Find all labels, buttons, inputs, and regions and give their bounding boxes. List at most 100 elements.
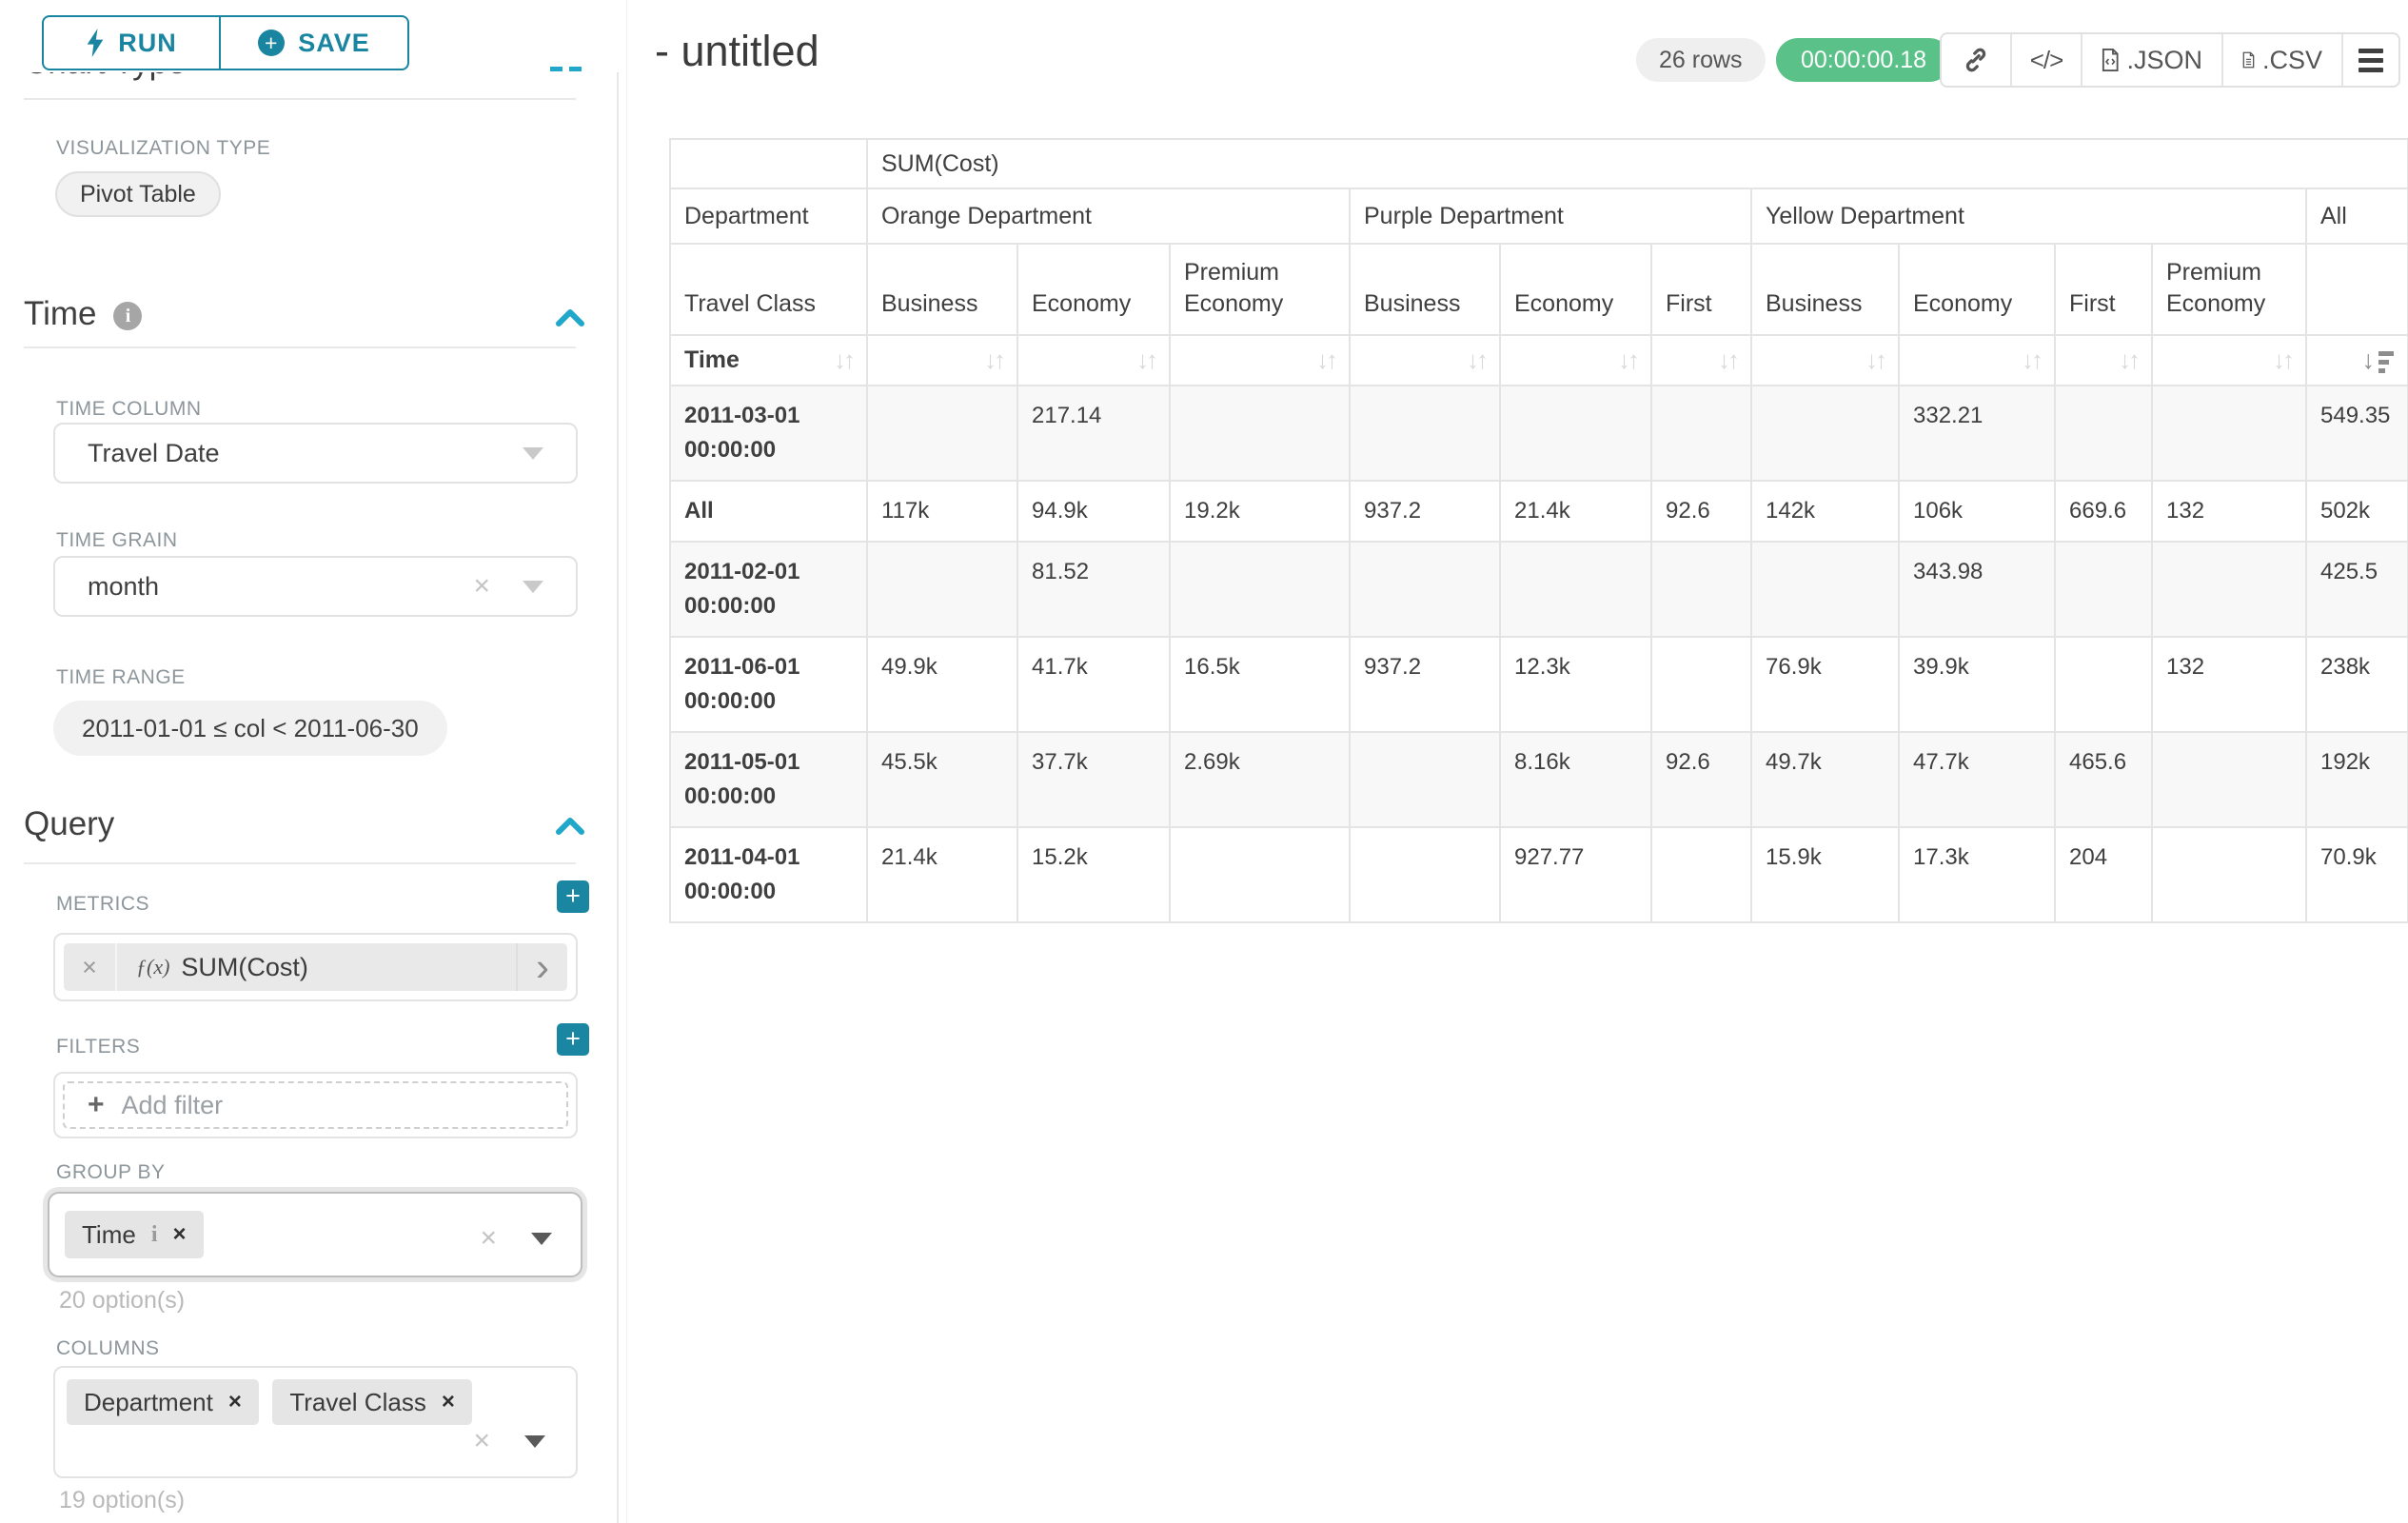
sort-header-cell: ↓↑ bbox=[1750, 334, 1900, 386]
value-cell: 132 bbox=[2151, 480, 2307, 543]
travel-class-header-cell: Economy bbox=[1499, 243, 1652, 336]
add-metric-button[interactable]: + bbox=[557, 880, 589, 913]
info-icon[interactable]: i bbox=[150, 1221, 158, 1247]
code-icon: </> bbox=[2029, 45, 2064, 74]
section-divider bbox=[24, 98, 576, 100]
value-cell: 106k bbox=[1898, 480, 2056, 543]
time-range-pill[interactable]: 2011-01-01 ≤ col < 2011-06-30 bbox=[53, 701, 447, 756]
time-column-select[interactable]: Travel Date bbox=[53, 423, 578, 484]
more-options-button[interactable] bbox=[2343, 34, 2398, 86]
export-csv-button[interactable]: .CSV bbox=[2223, 34, 2343, 86]
viz-type-pill[interactable]: Pivot Table bbox=[55, 171, 221, 217]
chevron-right-icon[interactable]: › bbox=[516, 943, 567, 991]
table-row: 2011-05-01 00:00:00 45.5k 37.7k 2.69k 8.16k 9… bbox=[669, 731, 2408, 828]
chevron-down-icon[interactable] bbox=[524, 1434, 545, 1448]
columns-select[interactable]: Department × Travel Class × × bbox=[53, 1366, 578, 1478]
result-actions-toolbar: </> .JSON .CSV bbox=[1940, 32, 2400, 88]
table-row: All 117k 94.9k 19.2k 937.2 21.4k 92.6 142k 106k 6… bbox=[669, 480, 2408, 543]
travel-class-header-cell: Business bbox=[1349, 243, 1501, 336]
value-cell bbox=[1349, 731, 1501, 828]
value-cell bbox=[1169, 385, 1351, 482]
sort-toggle-icon[interactable]: ↓↑ bbox=[1316, 346, 1338, 374]
chevron-down-icon bbox=[523, 446, 543, 460]
time-grain-select[interactable]: month × bbox=[53, 556, 578, 617]
value-cell: 8.16k bbox=[1499, 731, 1652, 828]
remove-chip-icon[interactable]: × bbox=[172, 1221, 187, 1247]
value-cell: 15.2k bbox=[1016, 826, 1171, 923]
value-cell: 465.6 bbox=[2054, 731, 2153, 828]
sort-toggle-icon[interactable]: ↓↑ bbox=[1136, 346, 1158, 374]
query-section-title: Query bbox=[24, 805, 115, 842]
value-cell: 37.7k bbox=[1016, 731, 1171, 828]
clear-icon[interactable]: × bbox=[473, 1425, 490, 1456]
value-cell: 16.5k bbox=[1169, 636, 1351, 733]
value-cell: 927.77 bbox=[1499, 826, 1652, 923]
remove-chip-icon[interactable]: × bbox=[227, 1389, 242, 1414]
time-header-cell: Time ↓↑ bbox=[669, 334, 868, 386]
hamburger-icon bbox=[2359, 48, 2383, 72]
value-cell: 12.3k bbox=[1499, 636, 1652, 733]
pivot-table-container: SUM(Cost) Department Orange Department Purp… bbox=[669, 138, 2408, 923]
sort-toggle-icon[interactable]: ↓↑ bbox=[834, 346, 856, 374]
sort-toggle-icon[interactable]: ↓↑ bbox=[984, 346, 1006, 374]
sort-toggle-icon[interactable]: ↓↑ bbox=[1618, 346, 1640, 374]
value-cell bbox=[2151, 731, 2307, 828]
sort-toggle-icon[interactable]: ↓↑ bbox=[2273, 346, 2295, 374]
plus-icon: + bbox=[88, 1089, 105, 1120]
value-cell bbox=[866, 385, 1018, 482]
remove-metric-icon[interactable]: × bbox=[64, 943, 117, 991]
value-cell: 142k bbox=[1750, 480, 1900, 543]
value-cell: 937.2 bbox=[1349, 636, 1501, 733]
columns-chip[interactable]: Department × bbox=[67, 1379, 259, 1425]
value-cell bbox=[1650, 636, 1752, 733]
sort-header-cell: ↓↑ bbox=[2151, 334, 2307, 386]
value-cell: 76.9k bbox=[1750, 636, 1900, 733]
value-cell: 92.6 bbox=[1650, 731, 1752, 828]
travel-class-header-cell: Business bbox=[1750, 243, 1900, 336]
metric-name: SUM(Cost) bbox=[181, 952, 308, 981]
value-cell: 425.5 bbox=[2304, 541, 2408, 638]
sort-toggle-icon[interactable]: ↓↑ bbox=[1865, 346, 1887, 374]
collapse-query-chevron-icon[interactable] bbox=[556, 817, 584, 836]
sort-toggle-icon[interactable]: ↓↑ bbox=[2022, 346, 2043, 374]
sort-header-cell: ↓↑ bbox=[1349, 334, 1501, 386]
sort-toggle-icon[interactable]: ↓↑ bbox=[1718, 346, 1740, 374]
group-by-chip[interactable]: Time i × bbox=[65, 1211, 204, 1258]
sort-toggle-icon[interactable]: ↓↑ bbox=[2119, 346, 2141, 374]
value-cell: 39.9k bbox=[1898, 636, 2056, 733]
copy-link-button[interactable] bbox=[1942, 34, 2012, 86]
value-cell: 17.3k bbox=[1898, 826, 2056, 923]
sidebar-divider bbox=[617, 0, 619, 1523]
metric-pill[interactable]: × ƒ(x) SUM(Cost) › bbox=[64, 943, 567, 991]
row-header-cell: 2011-02-01 00:00:00 bbox=[669, 541, 868, 638]
filters-label: FILTERS bbox=[56, 1036, 141, 1058]
clear-icon[interactable]: × bbox=[473, 570, 490, 602]
columns-chip[interactable]: Travel Class × bbox=[272, 1379, 472, 1425]
sort-header-cell: ↓↑ bbox=[2054, 334, 2153, 386]
value-cell: 81.52 bbox=[1016, 541, 1171, 638]
function-icon: ƒ(x) bbox=[136, 955, 170, 979]
export-json-button[interactable]: .JSON bbox=[2082, 34, 2223, 86]
value-cell bbox=[1499, 541, 1652, 638]
add-filter-plus-button[interactable]: + bbox=[557, 1023, 589, 1056]
info-icon[interactable]: i bbox=[113, 301, 143, 330]
chart-title[interactable]: - untitled bbox=[655, 27, 819, 75]
sort-descending-icon[interactable]: ↓ bbox=[2362, 346, 2395, 373]
department-header-cell: Purple Department bbox=[1349, 188, 1752, 245]
add-filter-button[interactable]: + Add filter bbox=[63, 1081, 568, 1129]
value-cell: 217.14 bbox=[1016, 385, 1171, 482]
value-cell bbox=[1349, 385, 1501, 482]
value-cell: 343.98 bbox=[1898, 541, 2056, 638]
value-cell bbox=[1169, 826, 1351, 923]
clear-icon[interactable]: × bbox=[480, 1222, 497, 1254]
group-by-select[interactable]: Time i × × bbox=[48, 1192, 582, 1277]
chevron-down-icon[interactable] bbox=[531, 1232, 552, 1245]
pivot-table: SUM(Cost) Department Orange Department Purp… bbox=[669, 138, 2408, 923]
save-button[interactable]: + SAVE bbox=[219, 15, 409, 70]
collapse-time-chevron-icon[interactable] bbox=[556, 308, 584, 327]
remove-chip-icon[interactable]: × bbox=[441, 1389, 455, 1414]
embed-code-button[interactable]: </> bbox=[2012, 34, 2082, 86]
sort-toggle-icon[interactable]: ↓↑ bbox=[1467, 346, 1489, 374]
run-button[interactable]: RUN bbox=[42, 15, 221, 70]
travel-class-header-cell: Economy bbox=[1016, 243, 1171, 336]
